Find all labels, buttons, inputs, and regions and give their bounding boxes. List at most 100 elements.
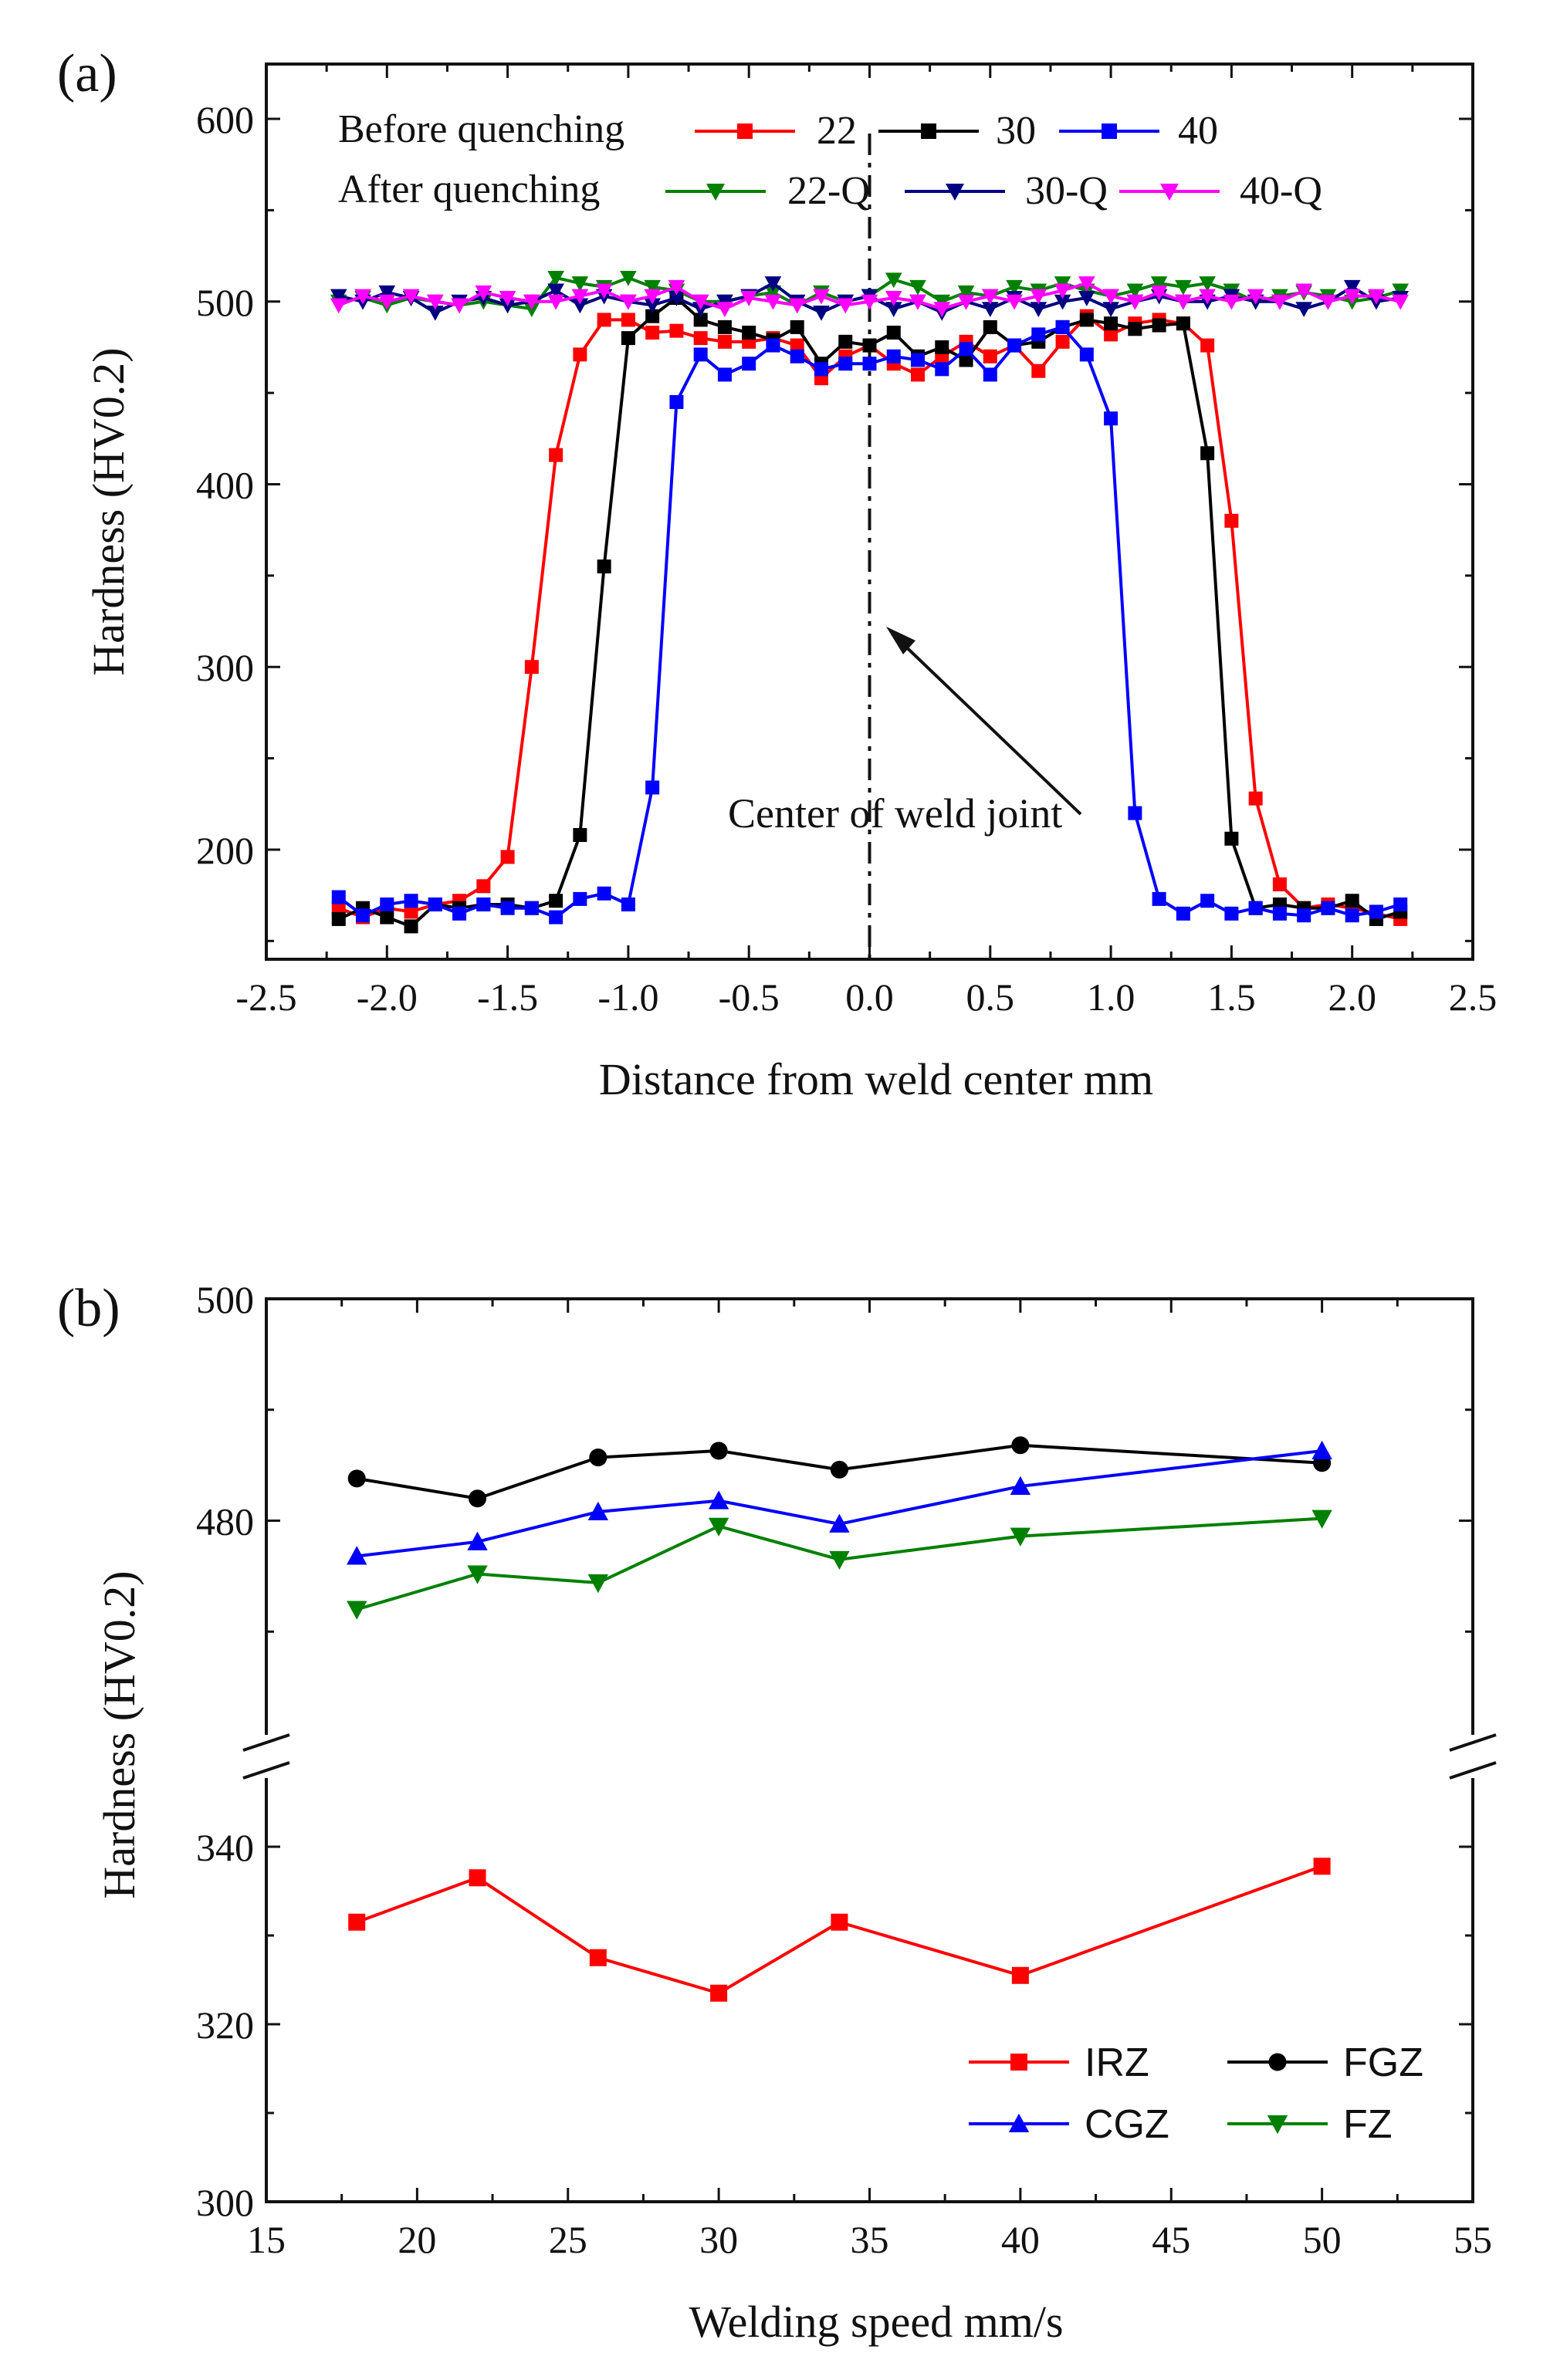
- series-fz-point: [1311, 1509, 1332, 1529]
- legend-group-after-title: After quenching: [338, 167, 600, 211]
- panel-b-label: (b): [57, 1279, 120, 1338]
- panel-b-x-tick-label: 55: [1454, 2218, 1492, 2261]
- series-irz-point: [1313, 1858, 1331, 1875]
- panel-a-y-tick-label: 400: [196, 463, 254, 506]
- series-22-point: [669, 323, 684, 338]
- series-fgz-point: [468, 1489, 487, 1508]
- series-22-point: [1272, 877, 1287, 891]
- series-40-q-point: [716, 302, 733, 318]
- series-22-point: [331, 901, 346, 915]
- series-irz-point: [589, 1949, 607, 1966]
- axis-break: [242, 1733, 1497, 1780]
- series-30-point: [935, 340, 949, 354]
- series-40-point: [790, 349, 804, 363]
- panel-b-y-tick-label: 480: [196, 1500, 254, 1543]
- series-fgz-point: [589, 1449, 607, 1467]
- series-22-point: [1224, 513, 1239, 528]
- series-cgz-point: [1311, 1440, 1332, 1459]
- series-40-point: [476, 897, 491, 911]
- series-30-point: [693, 313, 708, 327]
- series-30-point: [573, 828, 587, 843]
- series-22-point: [573, 347, 587, 362]
- series-40-point: [404, 894, 418, 908]
- series-22-q-point: [547, 270, 564, 286]
- series-22-point: [500, 850, 515, 864]
- series-cgz-point: [347, 1546, 367, 1565]
- series-fz-point: [587, 1574, 609, 1594]
- series-40-point: [717, 367, 732, 382]
- panel-b-y-tick-label: 320: [196, 2003, 254, 2047]
- series-40-q-point: [1126, 294, 1144, 310]
- series-30-point: [1079, 313, 1094, 327]
- right-axis-break-mark: [1449, 1733, 1497, 1752]
- series-30-q-point: [378, 285, 396, 301]
- series-30-q-point: [1102, 302, 1119, 318]
- series-40-q-point: [1368, 289, 1385, 305]
- series-30-q-point: [1078, 291, 1095, 306]
- series-cgz-point: [708, 1490, 729, 1509]
- series-40-q-point: [933, 302, 951, 318]
- series-30-point: [1152, 318, 1166, 333]
- legend-marker-30: [921, 123, 936, 139]
- series-30-q-point: [668, 291, 685, 306]
- series-22-q-point: [909, 279, 926, 296]
- panel-b-axes: 15 20 25 30 35 40 45 50 55 480 500 300 320 340: [196, 1278, 1492, 2261]
- series-40-q-point: [1078, 276, 1095, 292]
- panel-b-x-tick-label: 20: [398, 2218, 436, 2261]
- series-30-point: [1200, 446, 1215, 461]
- series-40-q-point: [1030, 289, 1047, 305]
- panel-b-x-tick-label: 25: [549, 2218, 587, 2261]
- series-40-q-point: [1102, 289, 1119, 305]
- series-40-q-point: [1223, 294, 1240, 310]
- panel-b-y-tick-label: 340: [196, 1826, 254, 1869]
- legend-label-30: 30: [996, 109, 1036, 153]
- series-22-point: [790, 338, 804, 353]
- series-22-point: [476, 879, 491, 894]
- legend-marker-irz: [1010, 2054, 1027, 2071]
- panel-a-x-tick-label: 1.5: [1207, 975, 1256, 1019]
- series-40-q-point: [330, 298, 347, 314]
- series-30-q-point: [1054, 294, 1071, 310]
- series-40-q-point: [354, 289, 371, 305]
- series-40-point: [573, 891, 587, 906]
- panel-b-series: [347, 1436, 1332, 2002]
- series-40-q-point: [692, 294, 709, 310]
- series-40-point: [886, 349, 901, 363]
- series-22-point: [1200, 338, 1215, 353]
- legend-label-fgz: FGZ: [1343, 2040, 1423, 2085]
- panel-a-x-tick-label: 0.0: [845, 975, 894, 1019]
- series-30-q-point: [330, 289, 347, 305]
- panel-b-x-tick-label: 40: [1001, 2218, 1040, 2261]
- series-22-point: [717, 334, 732, 349]
- series-40-point: [766, 338, 780, 353]
- series-40-point: [1055, 319, 1070, 334]
- series-40-point: [693, 347, 708, 362]
- legend-marker-30-q: [946, 184, 964, 201]
- series-40-q-point: [1392, 294, 1410, 310]
- series-22-q-point: [571, 276, 589, 292]
- series-fgz-point: [830, 1460, 848, 1479]
- series-30-q-point: [644, 298, 661, 314]
- series-40-q-point: [885, 291, 902, 306]
- series-40-q-point: [427, 294, 444, 310]
- series-40-point: [524, 901, 539, 915]
- panel-b-y-axis-title: Hardness (HV0.2): [94, 1570, 144, 1898]
- series-22-q-point: [1150, 276, 1168, 292]
- series-40-point: [1079, 347, 1094, 362]
- series-30-q-point: [1343, 279, 1361, 296]
- legend-marker-40: [1102, 123, 1117, 139]
- series-30-point: [645, 309, 660, 323]
- series-40-point: [1369, 904, 1383, 919]
- series-40-q-point: [1175, 294, 1192, 310]
- series-30-point: [331, 911, 346, 926]
- legend-label-30-q: 30-Q: [1025, 169, 1108, 213]
- series-22-point: [597, 313, 611, 327]
- legend-label-40: 40: [1178, 109, 1218, 153]
- legend-label-22-q: 22-Q: [787, 169, 870, 213]
- series-40-point: [983, 367, 997, 382]
- series-irz: [348, 1858, 1331, 2002]
- series-22-point: [524, 660, 539, 674]
- series-22-q-point: [885, 272, 902, 289]
- series-22-q-point: [1126, 283, 1144, 299]
